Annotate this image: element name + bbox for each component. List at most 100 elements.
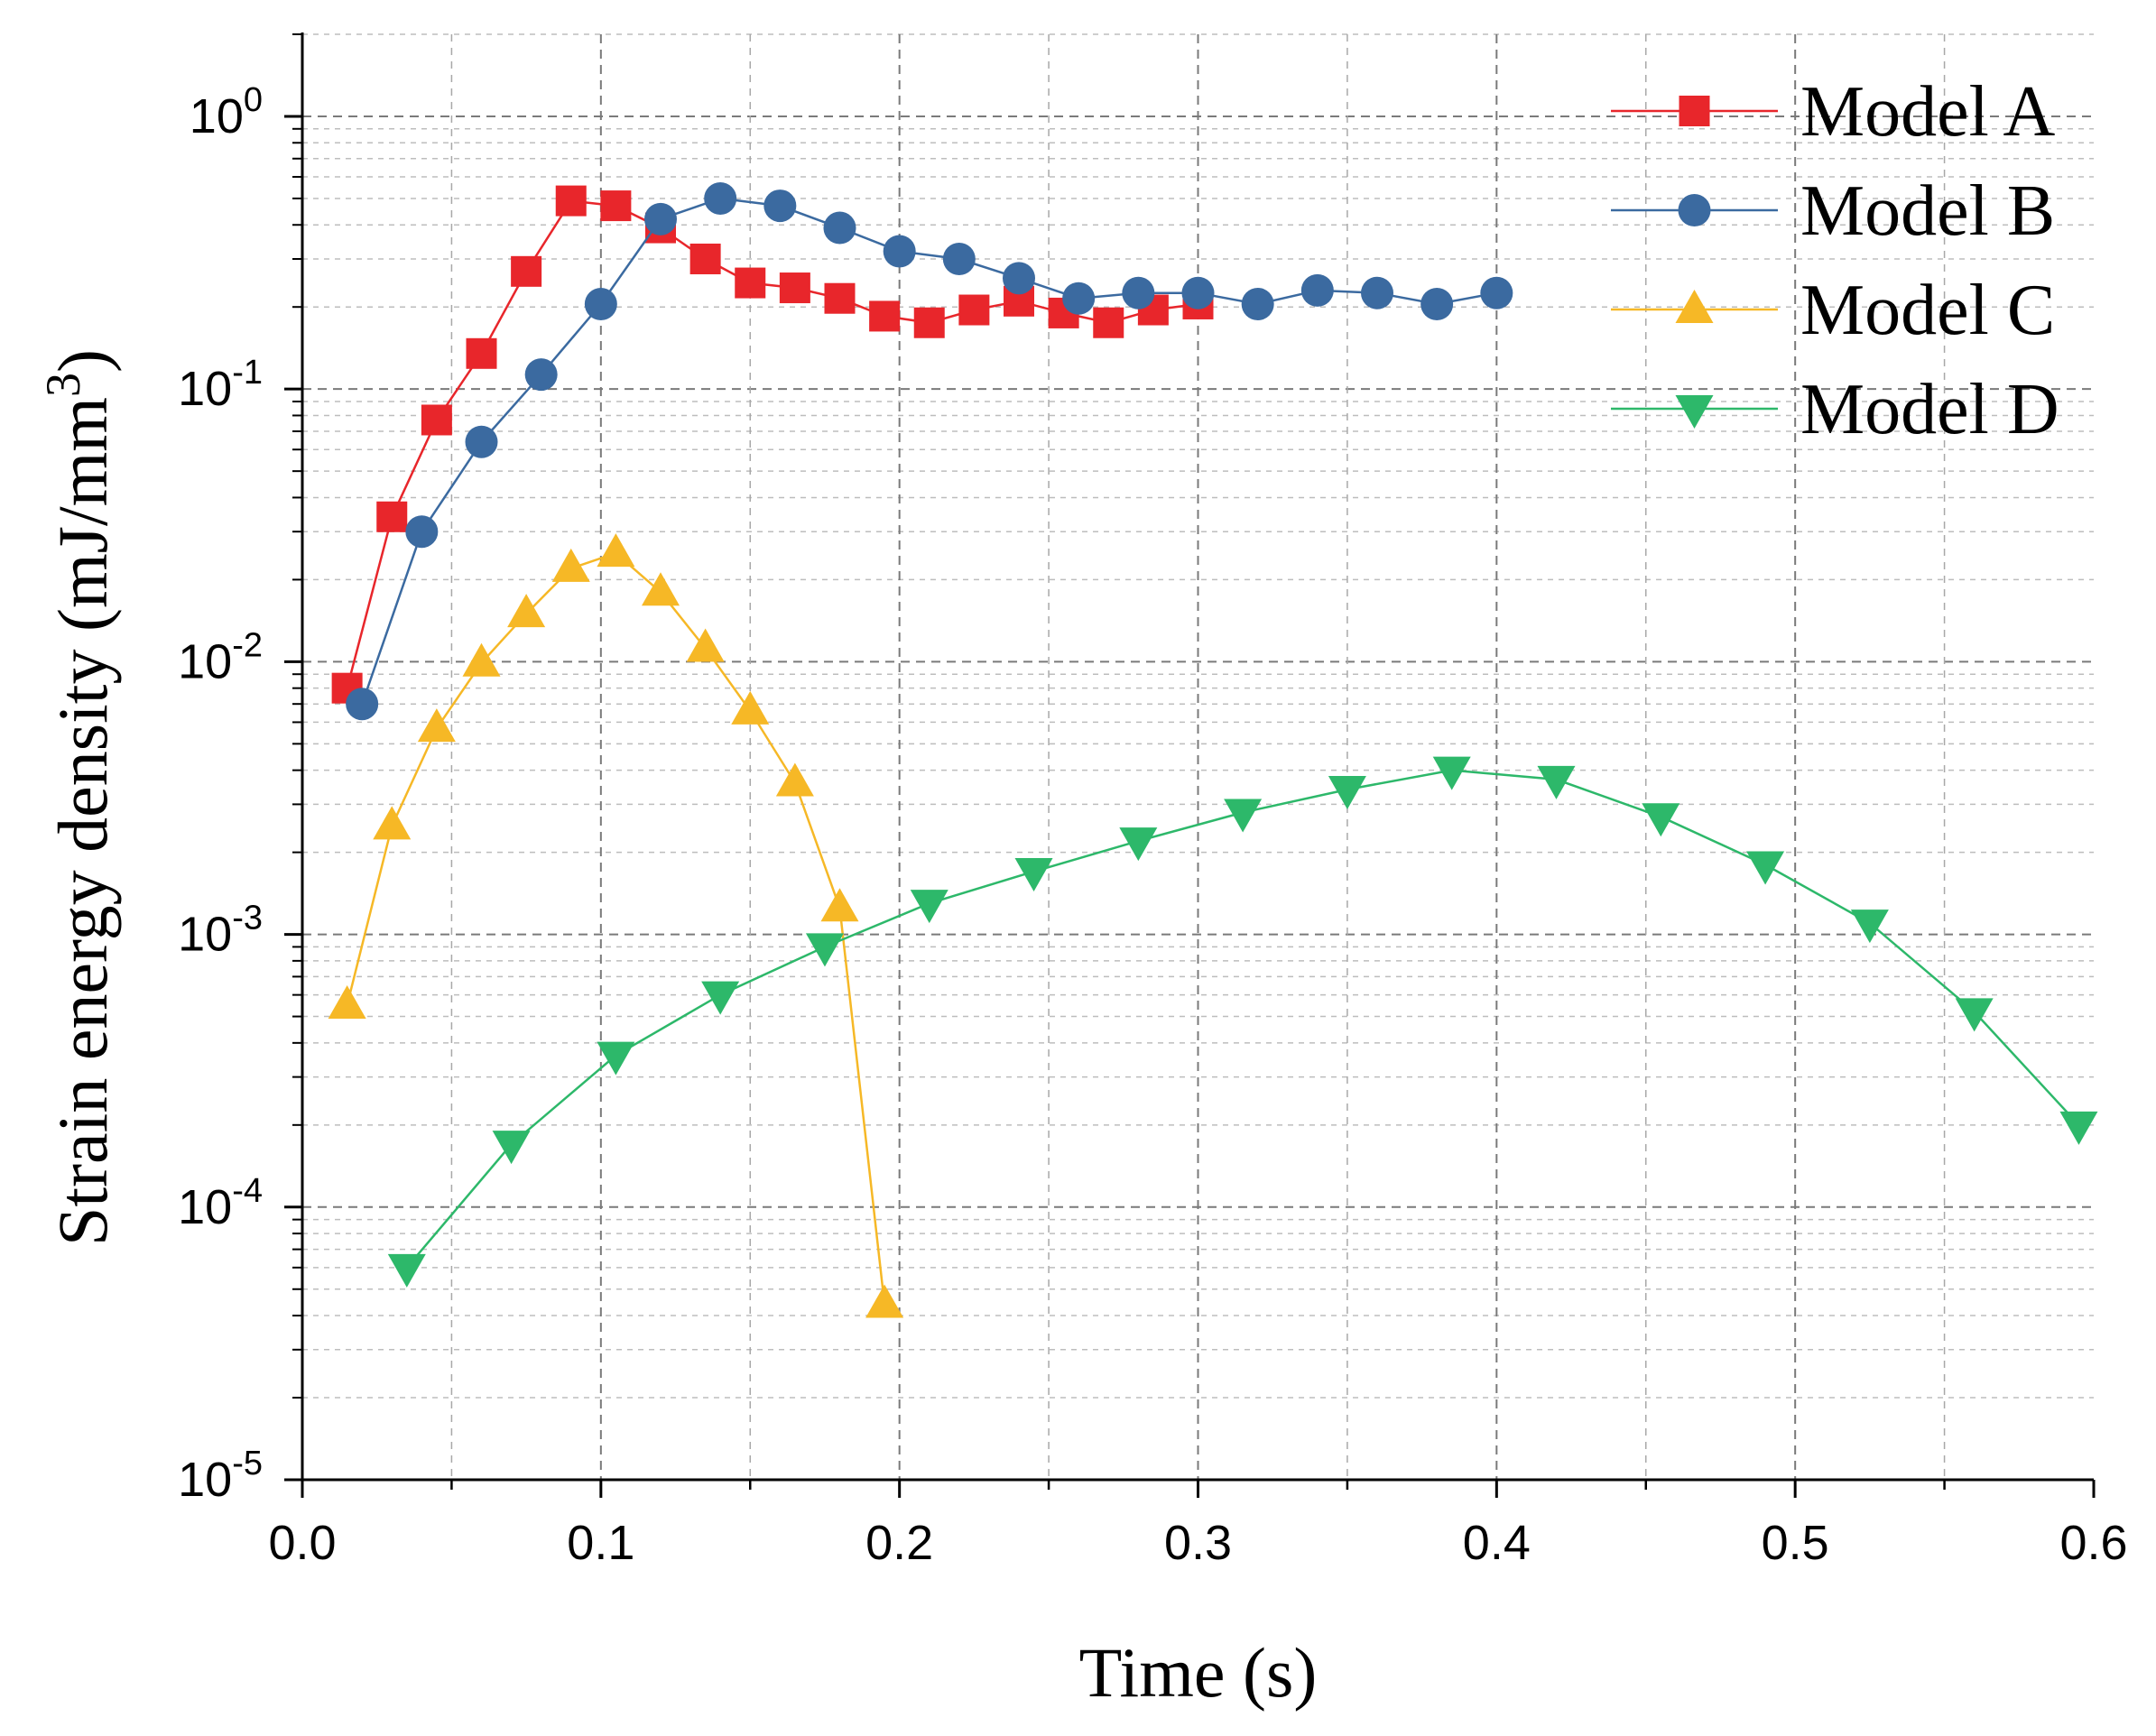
data-point-model-b	[704, 181, 737, 215]
data-point-model-d	[2059, 1111, 2098, 1145]
y-axis-title-superscript: 3	[36, 373, 90, 397]
data-point-model-d	[1746, 851, 1785, 885]
grid	[302, 33, 2094, 1481]
data-point-model-b	[1480, 276, 1513, 309]
data-point-model-b	[1361, 276, 1393, 309]
legend-marker-model-b	[1678, 194, 1711, 226]
legend-marker-model-d	[1675, 395, 1714, 429]
data-point-model-a	[779, 272, 810, 304]
data-point-model-d	[492, 1131, 531, 1165]
y-tick-base: 10	[178, 1453, 232, 1507]
data-point-model-b	[524, 358, 558, 392]
data-point-model-b	[405, 515, 439, 549]
legend-item-model-b: Model B	[1611, 171, 2055, 251]
data-point-model-a	[958, 294, 990, 326]
data-point-model-b	[1122, 276, 1155, 309]
data-point-model-c	[642, 572, 680, 606]
legend-marker-model-c	[1675, 290, 1714, 323]
data-point-model-d	[1642, 803, 1680, 837]
y-tick-exponent: -4	[232, 1172, 263, 1210]
data-point-model-a	[913, 307, 945, 338]
data-point-model-a	[555, 185, 587, 217]
data-point-model-b	[823, 211, 856, 245]
data-point-model-b	[584, 287, 617, 320]
legend-label-model-d: Model D	[1800, 370, 2059, 449]
legend-label-model-a: Model A	[1800, 72, 2055, 152]
data-point-model-c	[551, 548, 590, 582]
data-point-model-a	[1093, 307, 1124, 338]
legend-label-model-c: Model C	[1800, 271, 2055, 350]
data-point-model-a	[421, 404, 452, 436]
x-tick-label: 0.2	[865, 1516, 933, 1570]
data-point-model-a	[600, 190, 632, 222]
data-point-model-d	[597, 1041, 635, 1076]
y-axis-title-main: Strain energy density (mJ/mm	[43, 397, 122, 1246]
data-point-model-c	[597, 533, 635, 568]
data-point-model-c	[507, 594, 546, 628]
data-point-model-a	[511, 255, 542, 287]
y-tick-base: 10	[178, 634, 232, 688]
series-model-b	[346, 181, 1513, 721]
data-point-model-c	[775, 762, 814, 797]
y-tick-label: 10-5	[178, 1445, 263, 1507]
data-point-model-a	[466, 337, 497, 369]
data-point-model-a	[735, 267, 766, 299]
y-axis-title-close: )	[43, 349, 122, 373]
y-tick-base: 10	[178, 362, 232, 416]
y-tick-label: 10-4	[178, 1172, 263, 1234]
x-tick-label: 0.4	[1463, 1516, 1531, 1570]
data-point-model-d	[910, 890, 948, 924]
y-tick-label: 100	[190, 81, 263, 143]
data-point-model-d	[1537, 765, 1576, 799]
data-point-model-d	[805, 933, 844, 967]
data-point-model-b	[1062, 282, 1096, 315]
legend: Model A Model B Model C Model D	[1611, 72, 2059, 449]
data-point-model-c	[328, 985, 366, 1020]
y-tick-label: 10-3	[178, 900, 263, 962]
data-point-model-b	[1003, 262, 1035, 295]
y-tick-exponent: -2	[232, 626, 263, 664]
data-point-model-b	[1420, 287, 1454, 320]
legend-item-model-d: Model D	[1611, 370, 2059, 449]
data-point-model-c	[686, 628, 725, 662]
x-tick-label: 0.1	[567, 1516, 634, 1570]
data-point-model-b	[644, 202, 677, 235]
data-point-model-d	[1328, 775, 1366, 809]
data-point-model-d	[1850, 910, 1889, 944]
x-tick-label: 0.3	[1164, 1516, 1232, 1570]
y-tick-exponent: -3	[232, 900, 263, 937]
data-point-model-c	[731, 690, 770, 725]
y-tick-base: 10	[178, 908, 232, 962]
y-tick-exponent: -1	[232, 354, 263, 392]
legend-marker-model-a	[1679, 96, 1710, 126]
data-point-model-c	[373, 806, 412, 840]
data-point-model-d	[1224, 799, 1263, 833]
data-point-model-a	[869, 300, 901, 332]
data-point-model-b	[942, 242, 976, 275]
y-tick-exponent: 0	[244, 81, 263, 119]
series-model-c	[328, 533, 904, 1318]
data-point-model-d	[1119, 827, 1158, 862]
series-model-d	[387, 756, 2098, 1288]
y-tick-label: 10-2	[178, 626, 263, 688]
data-point-model-b	[1241, 287, 1274, 320]
data-point-model-c	[820, 888, 859, 922]
data-point-model-c	[865, 1284, 904, 1318]
y-axis-title: Strain energy density (mJ/mm3)	[36, 349, 122, 1246]
data-point-model-b	[1300, 273, 1334, 307]
legend-item-model-a: Model A	[1611, 72, 2055, 152]
x-axis-title: Time (s)	[1079, 1633, 1318, 1712]
data-point-model-a	[824, 282, 856, 314]
legend-item-model-c: Model C	[1611, 271, 2055, 350]
data-point-model-b	[465, 425, 498, 458]
data-point-model-b	[346, 688, 379, 721]
y-tick-exponent: -5	[232, 1445, 263, 1482]
x-tick-label: 0.0	[268, 1516, 336, 1570]
data-point-model-d	[701, 981, 740, 1015]
data-point-model-d	[1955, 998, 1994, 1032]
y-tick-base: 10	[190, 89, 244, 143]
x-tick-label: 0.5	[1762, 1516, 1829, 1570]
legend-label-model-b: Model B	[1800, 171, 2055, 251]
